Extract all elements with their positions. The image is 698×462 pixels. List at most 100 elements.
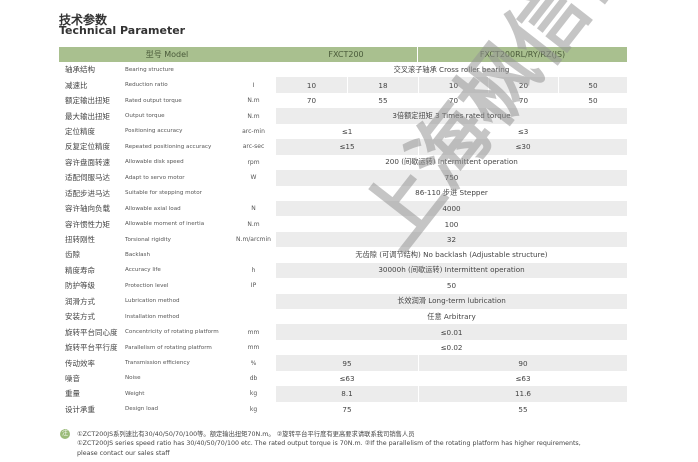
row-value: 90 <box>418 355 627 371</box>
row-value: 10 <box>275 77 347 93</box>
row-label-cn: 适配伺服马达 <box>65 173 110 183</box>
row-label-en: Protection level <box>125 282 169 289</box>
table-row: 旋转平台平行度 Parallelism of rotating platform m… <box>59 339 627 356</box>
row-value: 50 <box>558 77 627 93</box>
note-line-en-cont: please contact our sales staff <box>77 450 170 457</box>
page-title-cn: 技术参数 <box>59 13 108 27</box>
row-label-en: Suitable for stepping motor <box>125 190 202 197</box>
row-label-en: Repeated positioning accuracy <box>125 143 212 150</box>
row-label-en: Output torque <box>125 113 165 120</box>
header-fxct200: FXCT200 <box>275 47 418 62</box>
row-value: 8.1 <box>275 386 418 402</box>
page-title-en: Technical Parameter <box>59 24 186 37</box>
header-fxct200rl: FXCT200RL/RY/RZ(JS) <box>479 50 566 59</box>
row-value: ≤63 <box>418 370 627 387</box>
row-unit: kg <box>249 390 258 398</box>
row-label-cn: 防护等级 <box>65 281 95 291</box>
row-label-cn: 重量 <box>65 389 80 399</box>
row-value: 任意 Arbitrary <box>275 309 627 325</box>
row-label-cn: 扭转刚性 <box>65 235 95 245</box>
table-row: 齿隙 Backlash 无齿隙 (可调节结构) No backlash (Adjus… <box>59 247 627 263</box>
row-value: 750 <box>275 170 627 186</box>
row-value: ≤30 <box>418 139 627 155</box>
row-unit: W <box>250 174 257 182</box>
row-value: 10 <box>418 77 488 93</box>
row-label-en: Adapt to servo motor <box>125 174 185 181</box>
table-row: 适配步进马达 Suitable for stepping motor 86-110 … <box>59 185 627 201</box>
table-row: 精度寿命 Accuracy life h 30000h (间歇运转) Intermit… <box>59 262 627 279</box>
row-label-en: Positioning accuracy <box>125 128 183 135</box>
row-value: ≤3 <box>418 123 627 140</box>
row-label-en: Allowable axial load <box>125 205 181 212</box>
row-value: 3倍额定扭矩 3 Times rated torque <box>275 108 627 124</box>
row-label-en: Reduction ratio <box>125 82 168 89</box>
row-unit: kg <box>249 405 258 413</box>
table-row: 额定输出扭矩 Rated output torque N.m 70 55 70 70 50 <box>59 92 627 109</box>
row-label-en: Transmission efficiency <box>125 360 190 367</box>
row-unit: N.m <box>247 112 260 120</box>
table-row: 容许轴向负载 Allowable axial load N 4000 <box>59 200 627 217</box>
row-label-cn: 噪音 <box>65 373 80 383</box>
row-label-cn: 安装方式 <box>65 312 95 322</box>
row-label-cn: 传动效率 <box>65 358 95 368</box>
row-label-cn: 设计承重 <box>65 404 95 414</box>
row-value: ≤63 <box>275 370 418 387</box>
row-label-en: Concentricity of rotating platform <box>125 329 219 336</box>
row-label-en: Allowable moment of inertia <box>125 221 205 228</box>
row-value: 11.6 <box>418 386 627 402</box>
table-row: 噪音 Noise db ≤63 ≤63 <box>59 370 627 387</box>
row-label-en: Allowable disk speed <box>125 159 184 166</box>
row-unit: IP <box>250 282 257 290</box>
row-value: 50 <box>558 92 627 109</box>
row-label-cn: 适配步进马达 <box>65 188 110 198</box>
row-unit: mm <box>247 328 260 336</box>
row-unit: % <box>250 359 257 367</box>
row-value: 长效润滑 Long-term lubrication <box>275 293 627 309</box>
row-label-cn: 最大输出扭矩 <box>65 111 110 121</box>
table-row: 旋转平台同心度 Concentricity of rotating platfor… <box>59 324 627 340</box>
table-row: 设计承重 Design load kg 75 55 <box>59 401 627 418</box>
row-label-cn: 轴承结构 <box>65 65 95 75</box>
table-row: 扭转刚性 Torsional rigidity N.m/arcmin 32 <box>59 231 627 248</box>
row-value: 交叉滚子轴承 Cross roller bearing <box>275 62 627 78</box>
row-label-cn: 反复定位精度 <box>65 142 110 152</box>
row-unit: db <box>249 374 258 382</box>
table-row: 安装方式 Installation method 任意 Arbitrary <box>59 309 627 325</box>
row-unit: I <box>252 81 255 89</box>
row-value: ≤15 <box>275 139 418 155</box>
row-value: 95 <box>275 355 418 371</box>
row-unit: h <box>251 266 256 274</box>
row-label-cn: 旋转平台同心度 <box>65 327 118 337</box>
row-value: 75 <box>275 401 418 418</box>
row-label-en: Backlash <box>125 251 151 258</box>
row-label-cn: 润滑方式 <box>65 296 95 306</box>
table-row: 反复定位精度 Repeated positioning accuracy arc-s… <box>59 139 627 155</box>
row-value: 50 <box>275 278 627 294</box>
row-value: 70 <box>418 92 488 109</box>
row-value: ≤0.02 <box>275 339 627 356</box>
row-label-en: Weight <box>125 390 145 397</box>
row-unit: N <box>251 205 256 213</box>
row-value: 55 <box>418 401 627 418</box>
row-label-en: Noise <box>125 375 141 382</box>
table-header: 型号 Model FXCT200 FXCT200RL/RY/RZ(JS) <box>59 47 627 62</box>
row-value: 70 <box>488 92 558 109</box>
row-value: 32 <box>275 231 627 248</box>
row-label-cn: 减速比 <box>65 80 88 90</box>
row-unit: arc-min <box>242 127 265 135</box>
row-label-en: Installation method <box>125 313 180 320</box>
row-label-cn: 容许盘面转速 <box>65 157 110 167</box>
row-label-cn: 额定输出扭矩 <box>65 96 110 106</box>
row-label-cn: 旋转平台平行度 <box>65 343 118 353</box>
table-row: 适配伺服马达 Adapt to servo motor W 750 <box>59 170 627 186</box>
row-unit: mm <box>247 344 260 352</box>
row-unit: N.m/arcmin <box>236 236 271 244</box>
note-line-en: ①ZCT200JS series speed ratio has 30/40/5… <box>77 440 581 447</box>
row-label-en: Lubrication method <box>125 298 180 305</box>
table-row: 定位精度 Positioning accuracy arc-min ≤1 ≤3 <box>59 123 627 140</box>
row-value: ≤1 <box>275 123 418 140</box>
header-model: 型号 Model <box>145 50 189 59</box>
row-value: ≤0.01 <box>275 324 627 340</box>
row-unit: arc-sec <box>242 143 265 151</box>
row-value: 20 <box>488 77 558 93</box>
